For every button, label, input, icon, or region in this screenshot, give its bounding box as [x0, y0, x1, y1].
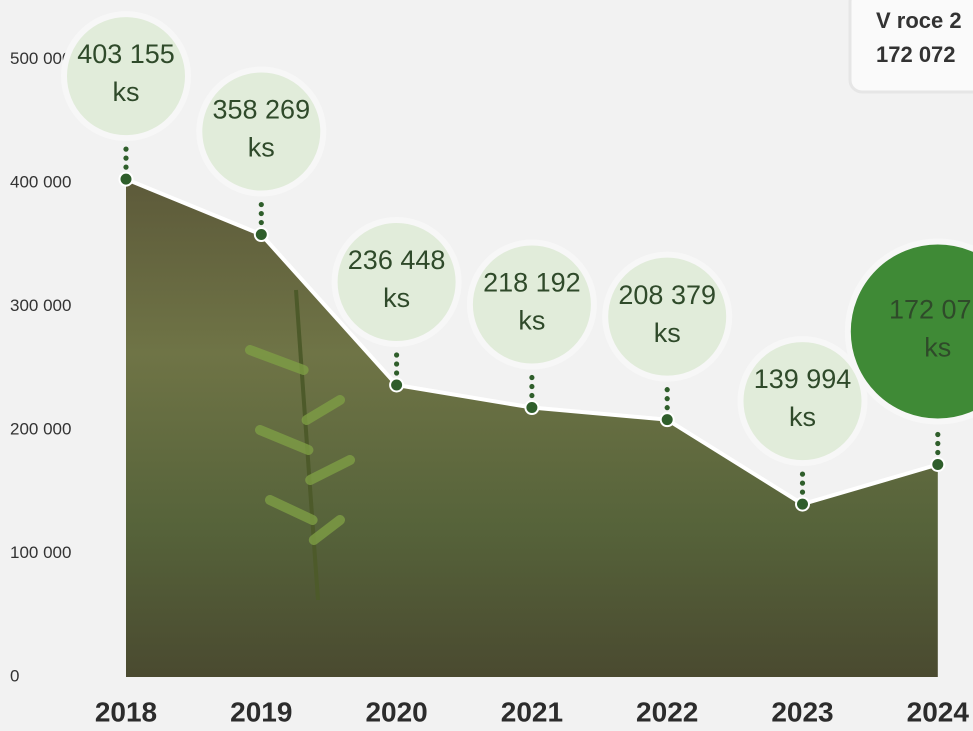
leader-dot — [664, 396, 670, 402]
leader-dot — [258, 201, 264, 208]
tree-branch — [255, 425, 314, 455]
leader-dot — [935, 431, 941, 438]
area — [126, 179, 938, 677]
x-tick-label: 2019 — [230, 696, 292, 727]
point — [389, 377, 405, 393]
leader-dot — [935, 440, 941, 447]
leader-dot — [394, 370, 400, 376]
annotation: V roce 2 — [876, 8, 962, 33]
x-tick-label: 2018 — [95, 696, 157, 727]
plot: 0 100 000 200 000 300 000 400 000 500 000 403 … — [10, 11, 973, 727]
leader-dot — [123, 155, 129, 161]
tree-branch — [301, 395, 345, 425]
unit-label: ks — [113, 77, 140, 107]
y-tick-label: 0 — [10, 666, 19, 685]
tree-branch — [308, 515, 345, 545]
leader-dot — [799, 471, 806, 477]
leader-dot — [529, 392, 535, 399]
leader-dot — [664, 387, 670, 393]
bubble — [602, 251, 733, 382]
unit-label: ks — [248, 133, 275, 163]
unit-label: ks — [383, 283, 410, 313]
bubble — [466, 239, 597, 370]
unit-label: ks — [789, 402, 816, 432]
bubble — [331, 216, 462, 347]
value-label: 218 192 — [483, 268, 581, 298]
leader-dot — [258, 210, 264, 217]
leader-dot — [258, 219, 264, 226]
leader-dot — [799, 480, 806, 486]
bubble — [844, 238, 973, 425]
value-label: 358 269 — [212, 95, 310, 125]
leader-dot — [799, 489, 806, 495]
x-tick-label: 2020 — [365, 696, 427, 727]
x-tick-label: 2023 — [771, 696, 833, 727]
leader-dot — [394, 361, 400, 367]
y-tick-label: 200 000 — [10, 419, 71, 438]
unit-label: ks — [654, 318, 681, 348]
y-tick-label: 100 000 — [10, 543, 71, 562]
x-tick-label: 2022 — [636, 696, 698, 727]
unit-label: ks — [518, 306, 545, 336]
point — [930, 456, 946, 472]
leader-dot — [529, 374, 535, 381]
value-label: 139 994 — [754, 364, 852, 394]
bubble — [61, 11, 191, 142]
y-tick-label: 400 000 — [10, 172, 71, 191]
x-tick-label: 2024 — [907, 696, 970, 727]
value-label: 208 379 — [618, 280, 716, 310]
y-tick-label: 300 000 — [10, 296, 71, 315]
annotation: 172 072 — [876, 42, 956, 67]
bubble — [737, 336, 868, 467]
tree-branch — [265, 495, 318, 525]
leader-dot — [935, 449, 941, 456]
leader-dot — [123, 146, 129, 152]
point — [795, 496, 810, 512]
annotation-box — [848, 0, 973, 94]
point — [253, 227, 269, 243]
y-tick-label: 500 000 — [10, 49, 71, 68]
unit-label: ks — [924, 333, 951, 363]
tree-branch — [305, 455, 355, 485]
leader-dot — [529, 383, 535, 390]
leader-dot — [123, 164, 129, 170]
value-label: 403 155 — [77, 39, 175, 69]
value-label: 172 072 — [889, 295, 973, 325]
leader-dot — [394, 352, 400, 358]
point — [524, 400, 540, 416]
tree-branch — [245, 345, 309, 375]
value-label: 236 448 — [348, 245, 446, 275]
bubble — [196, 66, 327, 197]
point — [118, 171, 134, 187]
x-tick-label: 2021 — [501, 696, 563, 727]
point — [659, 412, 675, 428]
leader-dot — [664, 405, 670, 411]
